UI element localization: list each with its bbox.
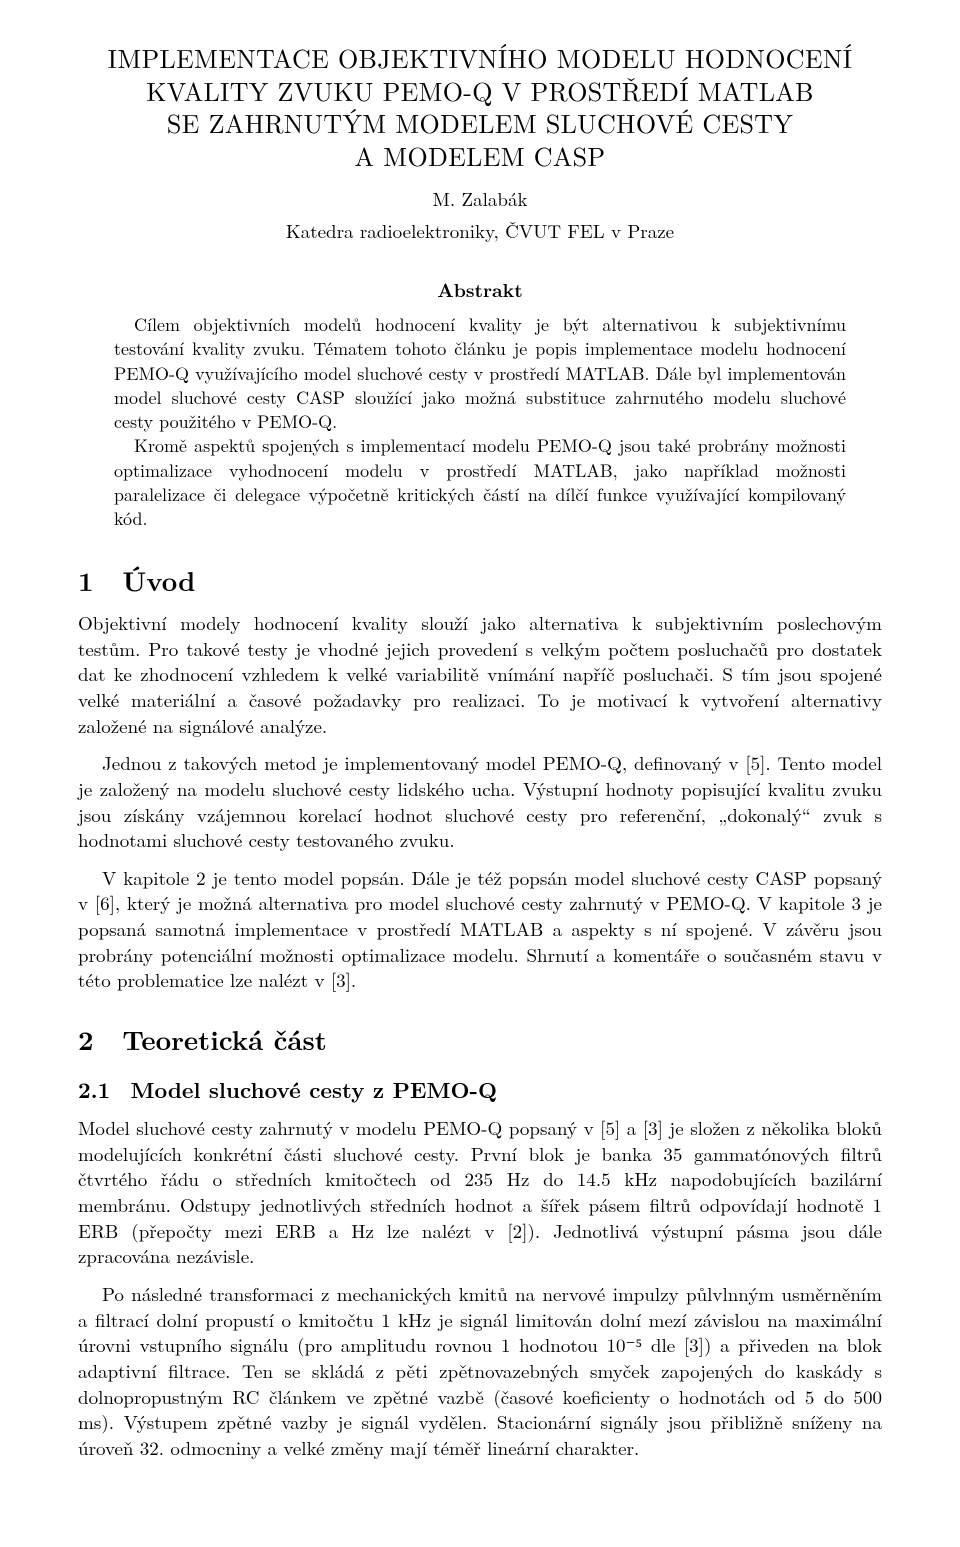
body-paragraph: V kapitole 2 je tento model popsán. Dále… [78, 865, 882, 993]
title-line-2: KVALITY ZVUKU PEMO-Q V PROSTŘEDÍ MATLAB [146, 72, 814, 109]
section-title: Teoretická část [122, 1019, 326, 1058]
subsection-heading-pemoq: 2.1 Model sluchové cesty z PEMO-Q [78, 1075, 882, 1105]
subsection-title: Model sluchové cesty z PEMO-Q [130, 1074, 497, 1105]
body-paragraph: Jednou z takových metod je implementovan… [78, 750, 882, 853]
section-number: 1 [78, 562, 112, 598]
section-heading-theory: 2 Teoretická část [78, 1021, 882, 1057]
section-title: Úvod [122, 560, 195, 599]
subsection-body-pemoq: Model sluchové cesty zahrnutý v modelu P… [78, 1115, 882, 1460]
title-line-1: IMPLEMENTACE OBJEKTIVNÍHO MODELU HODNOCE… [108, 39, 853, 76]
paper-title: IMPLEMENTACE OBJEKTIVNÍHO MODELU HODNOCE… [78, 42, 882, 172]
author-name: M. Zalabák [78, 186, 882, 212]
subsection-number: 2.1 [78, 1075, 122, 1105]
section-number: 2 [78, 1021, 112, 1057]
section-heading-intro: 1 Úvod [78, 562, 882, 598]
abstract-heading: Abstrakt [78, 277, 882, 303]
body-paragraph: Po následné transformaci z mechanických … [78, 1281, 882, 1460]
section-body-intro: Objektivní modely hodnocení kvality slou… [78, 610, 882, 993]
title-line-4: A MODELEM CASP [355, 137, 606, 174]
author-affiliation: Katedra radioelektroniky, ČVUT FEL v Pra… [78, 218, 882, 244]
abstract-paragraph: Cílem objektivních modelů hodnocení kval… [114, 313, 846, 434]
page: IMPLEMENTACE OBJEKTIVNÍHO MODELU HODNOCE… [0, 0, 960, 1520]
abstract-body: Cílem objektivních modelů hodnocení kval… [114, 313, 846, 532]
body-paragraph: Objektivní modely hodnocení kvality slou… [78, 610, 882, 738]
title-line-3: SE ZAHRNUTÝM MODELEM SLUCHOVÉ CESTY [167, 104, 793, 141]
body-paragraph: Model sluchové cesty zahrnutý v modelu P… [78, 1115, 882, 1269]
abstract-paragraph: Kromě aspektů spojených s implementací m… [114, 434, 846, 531]
